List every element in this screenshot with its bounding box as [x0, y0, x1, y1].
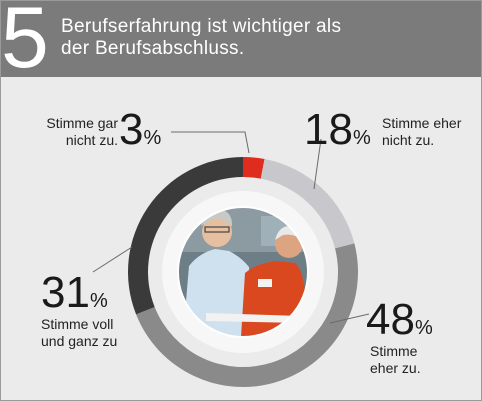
- slice-label-eher-nicht-line1: Stimme eher: [382, 115, 462, 131]
- slice-label-eher-line2: eher zu.: [370, 360, 421, 376]
- slice-label-eher-nicht-line2: nicht zu.: [382, 132, 435, 148]
- slice-value-eher-number: 48: [366, 295, 415, 344]
- donut-slices: [127, 156, 358, 387]
- slice-label-gar-nicht: Stimme gar nicht zu.: [34, 115, 118, 149]
- chart-number: 5: [1, 0, 49, 86]
- donut-slice-eher-nicht: [260, 159, 355, 249]
- photo-border: [177, 206, 309, 338]
- header-bar: 5 Berufserfahrung ist wichtiger als der …: [1, 1, 481, 81]
- slice-value-gar-nicht-number: 3: [119, 105, 144, 154]
- slice-label-eher-nicht: Stimme eher nicht zu.: [382, 115, 461, 149]
- slice-value-eher: 48%: [366, 298, 433, 342]
- slice-value-eher-nicht-number: 18: [304, 105, 353, 154]
- slice-label-eher-line1: Stimme: [370, 343, 418, 359]
- chart-title-line-2: der Berufsabschluss.: [61, 38, 245, 59]
- slice-label-eher: Stimme eher zu.: [370, 343, 421, 377]
- donut-slice-eher: [136, 243, 358, 387]
- leader-gar-nicht: [171, 131, 250, 154]
- leader-eher: [329, 313, 370, 324]
- slice-value-eher-nicht: 18%: [304, 108, 371, 152]
- slice-value-gar-nicht-unit: %: [143, 127, 162, 149]
- slice-value-eher-nicht-unit: %: [352, 127, 371, 149]
- slice-value-gar-nicht: 3%: [119, 108, 161, 152]
- chart-title-line-1: Berufserfahrung ist wichtiger als: [61, 16, 342, 37]
- slice-value-voll-number: 31: [41, 268, 90, 317]
- slice-label-gar-nicht-line1: Stimme gar: [46, 115, 118, 131]
- slice-label-voll-line2: und ganz zu: [41, 333, 118, 349]
- slice-value-voll: 31%: [41, 271, 108, 315]
- donut-slice-voll: [127, 156, 243, 315]
- leader-eher-nicht: [313, 138, 322, 190]
- slice-label-voll: Stimme voll und ganz zu: [41, 316, 117, 350]
- slice-value-voll-unit: %: [89, 290, 108, 312]
- donut-slice-gar-nicht: [243, 157, 265, 179]
- slice-label-voll-line1: Stimme voll: [41, 316, 114, 332]
- leader-lines: [92, 131, 370, 324]
- leader-voll: [92, 246, 133, 273]
- slice-value-eher-unit: %: [414, 317, 433, 339]
- slice-label-gar-nicht-line2: nicht zu.: [65, 132, 118, 148]
